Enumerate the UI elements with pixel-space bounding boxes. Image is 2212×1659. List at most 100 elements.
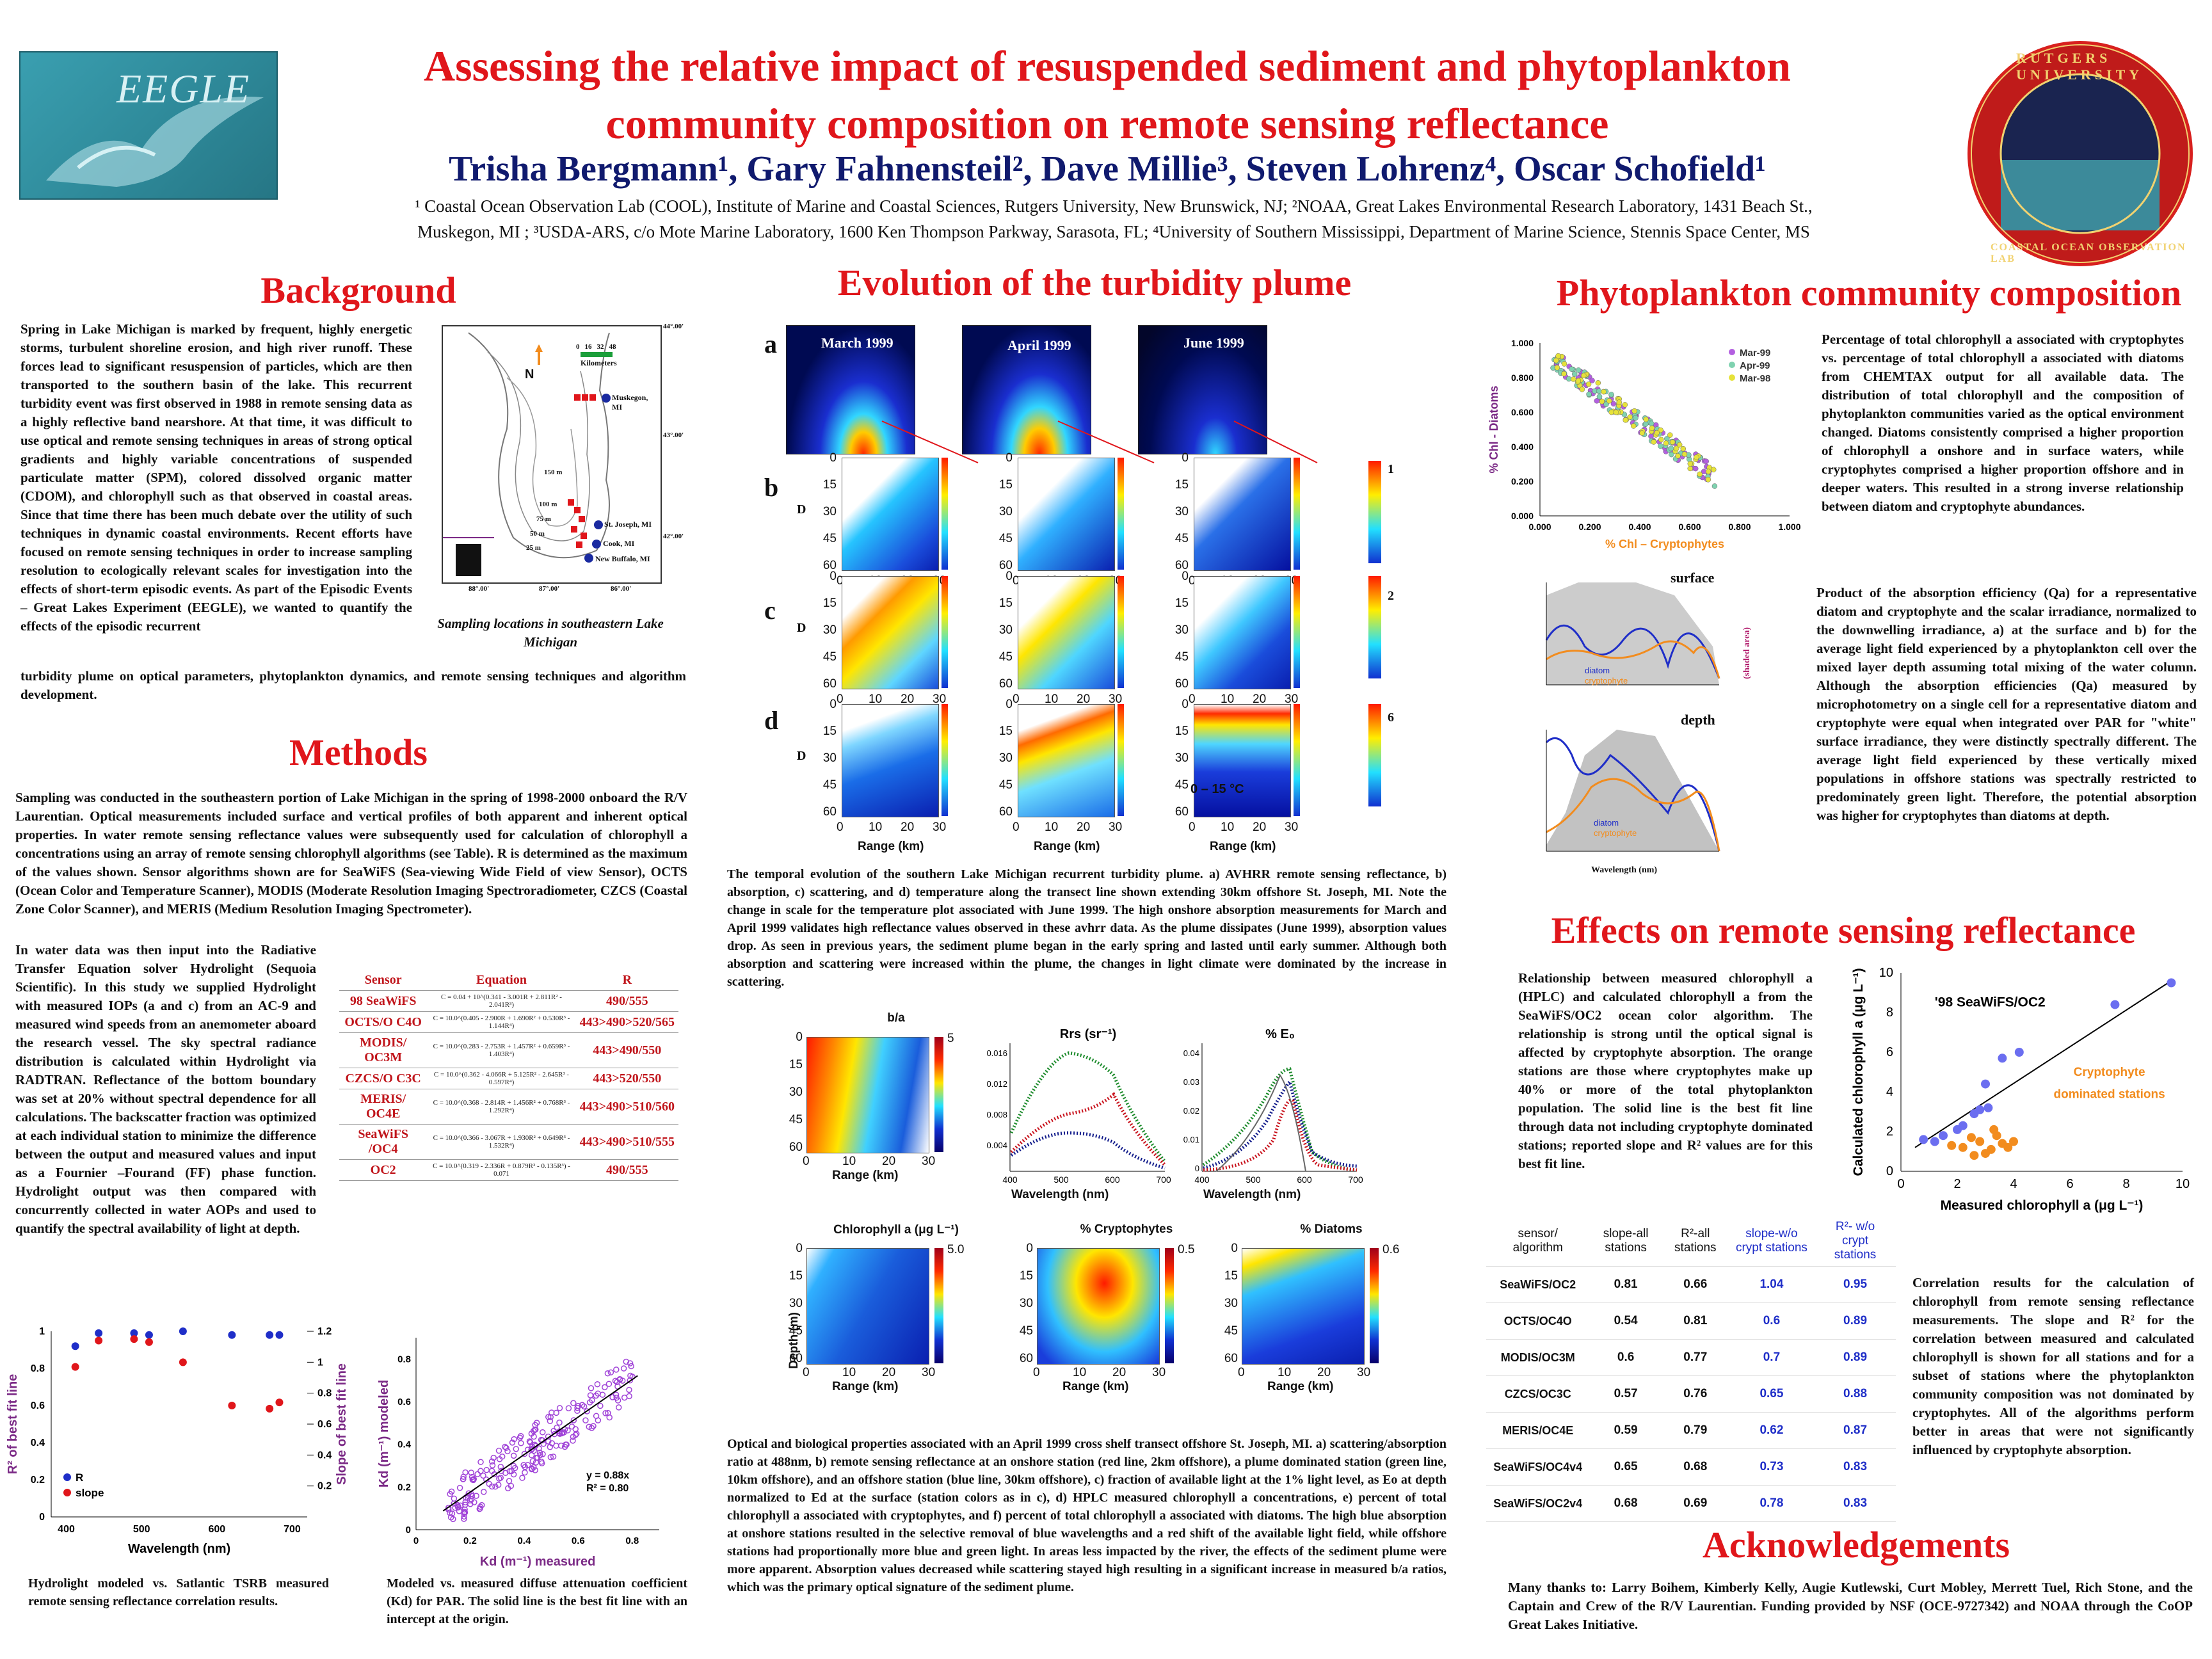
depth-tick-label: 0 xyxy=(1182,451,1189,465)
data-point xyxy=(570,1438,576,1444)
depth-tick-label: 0 xyxy=(830,451,837,465)
data-point-Mar-98 xyxy=(1581,373,1587,379)
avhrr-image-june: June 1999 xyxy=(1138,325,1267,454)
y-tick-label: 0.2 xyxy=(31,1475,45,1486)
rrs-line-onshore xyxy=(1010,1092,1166,1166)
depth-tick-label: 15 xyxy=(822,725,837,738)
data-point xyxy=(533,1454,540,1461)
transect-panel xyxy=(1194,704,1291,817)
table-cell: 0.88 xyxy=(1815,1375,1896,1413)
depth-tick-label: 15 xyxy=(1019,1269,1033,1283)
depth-tick-label: 0 xyxy=(830,698,837,711)
depth-tick-label: 60 xyxy=(822,677,837,691)
sampling-map: Kilometers N Muskegon, MI St. Joseph, MI… xyxy=(442,323,684,593)
data-point-Mar-98 xyxy=(1561,371,1567,377)
table-cell: 0.57 xyxy=(1589,1375,1662,1413)
depth-tick-label: 45 xyxy=(1174,778,1189,792)
x-tick-label: 0.8 xyxy=(625,1535,639,1546)
depth-tick-label: 60 xyxy=(822,805,837,819)
y2-tick-label: 0.8 xyxy=(317,1388,332,1399)
data-point xyxy=(556,1405,563,1411)
chl-panel-title: Chlorophyll a (μg L⁻¹) xyxy=(833,1223,959,1237)
y-tick-label: 0.008 xyxy=(986,1110,1007,1119)
depth-tick-label: 45 xyxy=(822,532,837,545)
y-tick-label: 0.200 xyxy=(1511,476,1534,486)
data-point xyxy=(550,1454,557,1460)
table-row: MERIS/ OC4E C = 10.0^(0.368 - 2.814R + 1.… xyxy=(339,1089,678,1125)
range-tick-label: 20 xyxy=(1077,693,1091,706)
data-point-Mar-98 xyxy=(1643,416,1649,422)
table-cell: 0.79 xyxy=(1662,1412,1729,1449)
eo-line-offshore xyxy=(1203,1078,1358,1170)
data-point xyxy=(570,1400,577,1406)
algorithm-table-header: Sensor Equation R xyxy=(339,970,678,991)
poster-title: Assessing the relative impact of resuspe… xyxy=(288,37,1927,152)
transect-panel xyxy=(842,704,939,817)
table-cell: 0.76 xyxy=(1662,1375,1729,1413)
table-cell-equation: C = 10.0^(0.283 - 2.753R + 1.457R² + 0.6… xyxy=(427,1032,576,1068)
depth-axis-label: D xyxy=(797,749,806,763)
x-tick-label: 700 xyxy=(1156,1174,1171,1185)
data-point-cryptophyte xyxy=(1947,1141,1957,1150)
x-tick-label: 600 xyxy=(1105,1174,1120,1185)
range-tick-label: 0 xyxy=(803,1366,810,1379)
depth-tick-label: 0 xyxy=(1026,1242,1033,1255)
evolution-caption: The temporal evolution of the southern L… xyxy=(727,867,1447,989)
depth-tick-label: 15 xyxy=(1174,725,1189,738)
rrs-line-plume xyxy=(1009,1051,1166,1163)
data-point xyxy=(468,1470,474,1476)
evolution-row-label-c: c xyxy=(764,596,776,625)
ba-panel-colorbar xyxy=(934,1037,943,1152)
x-tick-label: 0.2 xyxy=(463,1535,477,1546)
y-tick-label: 1.000 xyxy=(1511,338,1534,348)
map-label-lat43: 43°.00' xyxy=(663,431,684,439)
data-point-R xyxy=(266,1331,274,1339)
table-cell: 0.73 xyxy=(1728,1448,1815,1486)
map-label-25m: 25 m xyxy=(526,544,541,552)
transect-panel xyxy=(842,576,939,689)
eo-line-onshore xyxy=(1203,1098,1358,1172)
data-point-slope xyxy=(266,1404,274,1413)
results-table-body: SeaWiFS/OC2 0.81 0.66 1.04 0.95 OCTS/OC4O 0.54… xyxy=(1486,1266,1896,1522)
data-point xyxy=(497,1464,504,1470)
qa-surface-crypto: cryptophyte xyxy=(1585,676,1628,685)
data-point xyxy=(492,1483,499,1490)
colorbar-b-max: 1 xyxy=(1388,462,1394,476)
map-scale-48: 48 xyxy=(609,343,616,351)
y-tick-label: 4 xyxy=(1886,1085,1893,1099)
data-point xyxy=(511,1436,517,1443)
depth-tick-label: 60 xyxy=(822,559,837,572)
depth-tick-label: 0 xyxy=(1182,698,1189,711)
eo-wavelength-label: Wavelength (nm) xyxy=(1203,1188,1301,1201)
depth-tick-label: 45 xyxy=(789,1113,803,1126)
table-cell: 0.95 xyxy=(1815,1266,1896,1303)
data-point xyxy=(616,1376,623,1382)
x-tick-label: 0.800 xyxy=(1728,522,1751,532)
evolution-heading: Evolution of the turbidity plume xyxy=(837,262,1352,303)
data-point xyxy=(565,1427,571,1434)
data-point-Apr-99 xyxy=(1669,451,1674,458)
data-point xyxy=(503,1445,509,1451)
map-caption: Sampling locations in southeastern Lake … xyxy=(437,616,664,650)
data-point xyxy=(518,1439,524,1447)
x-tick-label: 2 xyxy=(1953,1177,1960,1191)
methods-text1: Sampling was conducted in the southeaste… xyxy=(15,790,687,917)
y-axis-label: R² of best fit line xyxy=(6,1374,20,1475)
data-point-other xyxy=(1919,1135,1928,1144)
data-point xyxy=(599,1391,606,1398)
data-point xyxy=(521,1450,528,1457)
range-tick-label: 30 xyxy=(1285,821,1299,834)
data-point-Apr-99 xyxy=(1596,394,1603,399)
affiliations-line1: ¹ Coastal Ocean Observation Lab (COOL), … xyxy=(415,196,1813,216)
depth-tick-label: 0 xyxy=(1231,1242,1238,1255)
table-cell: 443>520/550 xyxy=(575,1068,678,1089)
table-cell-equation: C = 10.0^(0.319 - 2.336R + 0.879R² - 0.1… xyxy=(427,1159,576,1181)
y-tick-label: 0.02 xyxy=(1183,1106,1199,1116)
range-tick-label: 10 xyxy=(1045,693,1059,706)
data-point-Mar-98 xyxy=(1675,453,1681,459)
table-cell-equation: C = 10.0^(0.368 - 2.814R + 1.456R² + 0.7… xyxy=(427,1089,576,1125)
table-cell: 443>490/550 xyxy=(575,1032,678,1068)
data-point xyxy=(462,1502,469,1508)
x-tick-label: 6 xyxy=(2066,1177,2073,1191)
range-axis-label: Range (km) xyxy=(858,840,924,853)
